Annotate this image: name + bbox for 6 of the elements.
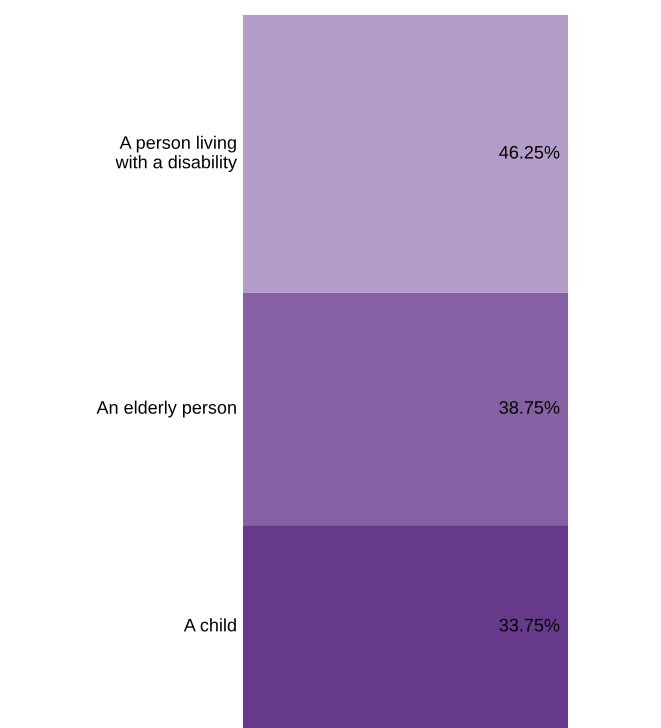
series-label: A person living with a disability [116,136,237,172]
data-label: 46.25% [499,146,560,159]
data-label: 33.75% [499,618,560,632]
data-label: 38.75% [499,401,560,414]
series-label: An elderly person [96,400,236,418]
series-label: A child [184,618,236,632]
